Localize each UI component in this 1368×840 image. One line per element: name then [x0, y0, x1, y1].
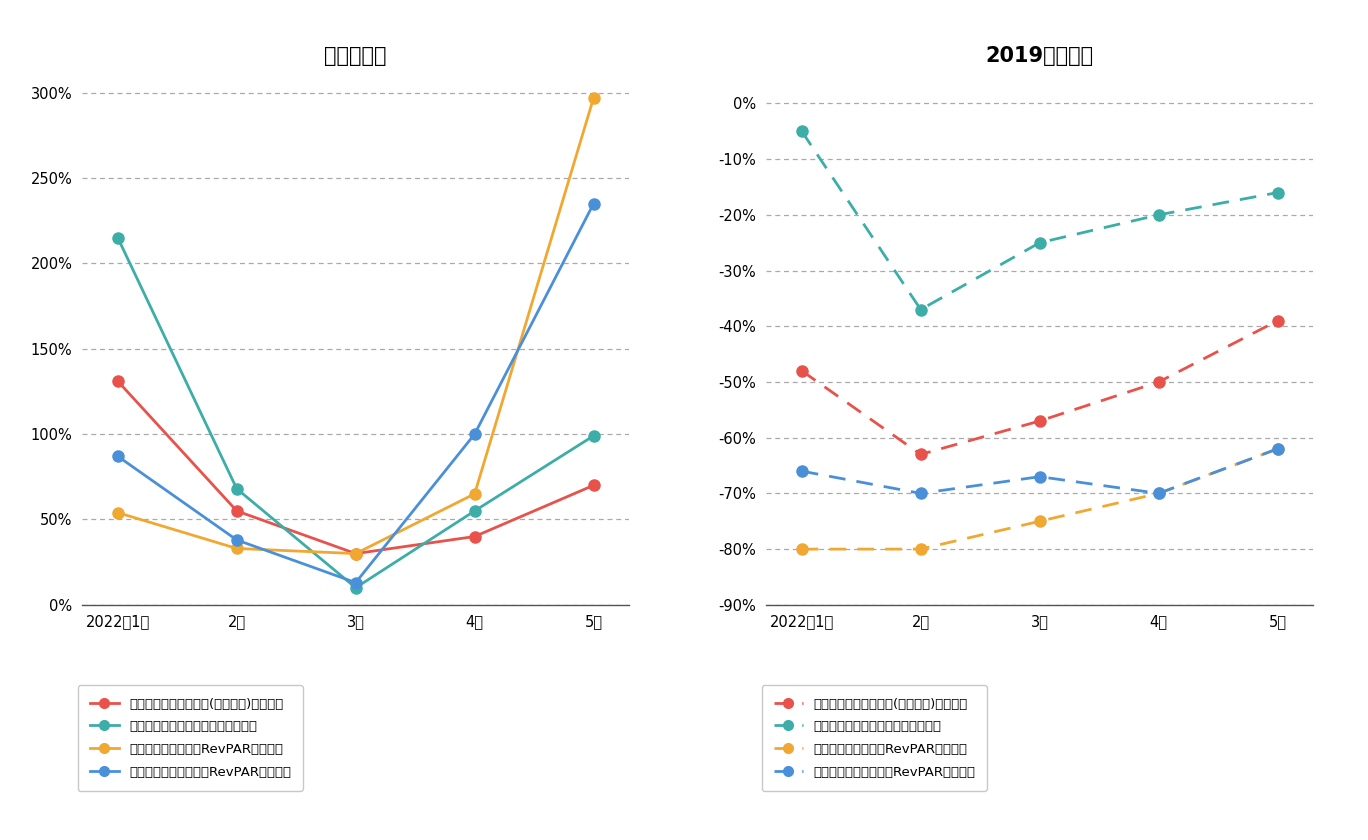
- Title: 前年同月比: 前年同月比: [324, 45, 387, 66]
- Legend: シャングリ・ラ［賞料(売上連動)ベース］, ヒルトン小田原［売上総額ベース］, コートヤード東京［RevPARベース］, コートヤード新大阪［RevPARベース: シャングリ・ラ［賞料(売上連動)ベース］, ヒルトン小田原［売上総額ベース］, …: [762, 685, 988, 790]
- Legend: シャングリ・ラ［賞料(売上連動)ベース］, ヒルトン小田原［売上総額ベース］, コートヤード東京［RevPARベース］, コートヤード新大阪［RevPARベース: シャングリ・ラ［賞料(売上連動)ベース］, ヒルトン小田原［売上総額ベース］, …: [78, 685, 304, 790]
- Title: 2019年同月比: 2019年同月比: [985, 45, 1094, 66]
